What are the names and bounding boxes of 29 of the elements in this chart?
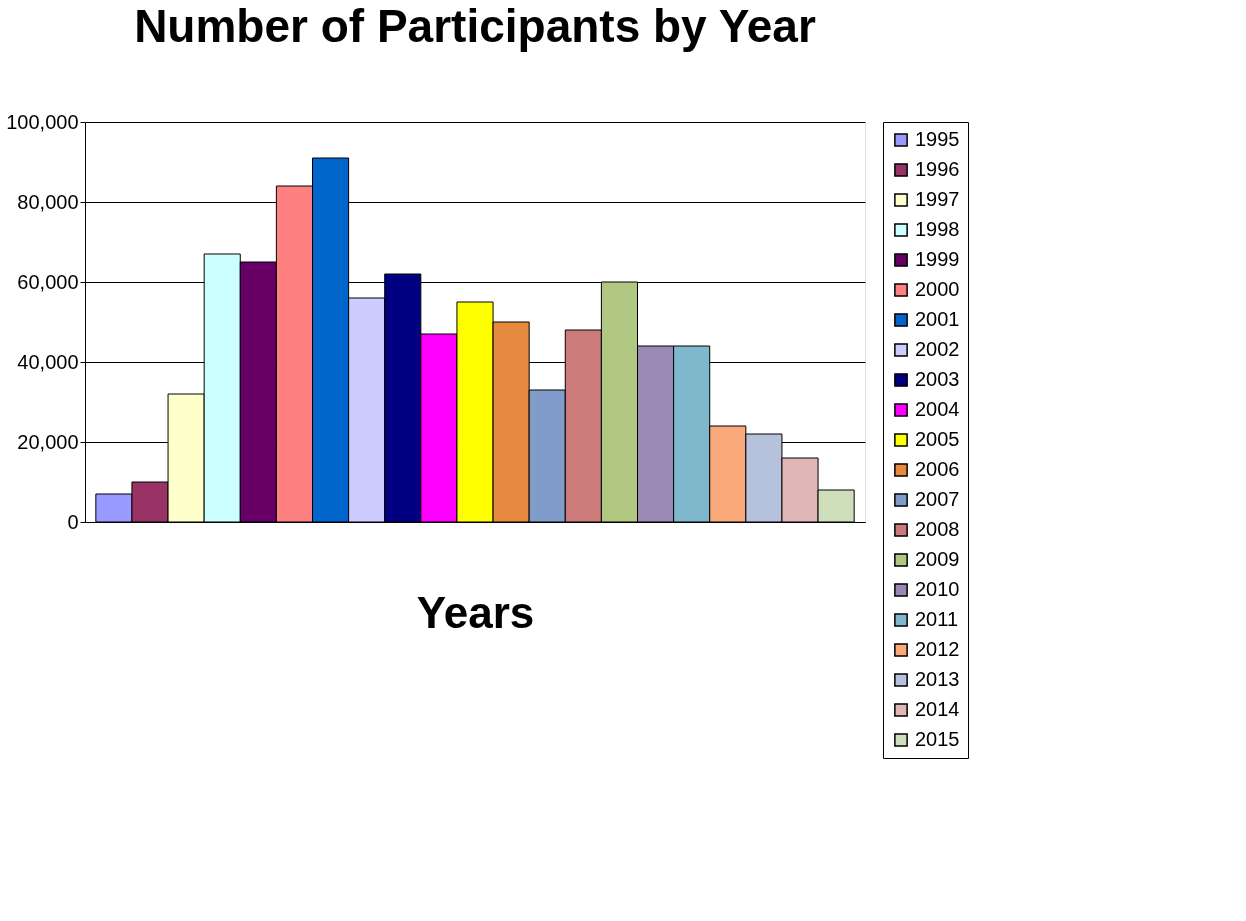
legend-label: 1997 <box>915 188 960 210</box>
legend-label: 2006 <box>915 458 960 480</box>
legend-label: 2015 <box>915 728 960 750</box>
legend-label: 2011 <box>915 608 959 630</box>
legend-label: 2010 <box>915 578 960 600</box>
legend-label: 2014 <box>915 698 960 720</box>
y-tick-label: 80,000 <box>17 190 79 213</box>
legend-label: 2009 <box>915 548 960 570</box>
y-tick-label: 0 <box>67 510 79 533</box>
legend-label: 2005 <box>915 428 960 450</box>
y-tick-label: 60,000 <box>17 270 79 293</box>
legend-label: 1998 <box>915 218 960 240</box>
legend-label: 1996 <box>915 158 960 180</box>
y-tick-label: 20,000 <box>17 430 79 453</box>
legend-label: 1999 <box>915 248 960 270</box>
y-tick-label: 40,000 <box>17 350 79 373</box>
legend-label: 2000 <box>915 278 960 300</box>
legend-label: 2008 <box>915 518 960 540</box>
legend-label: 1995 <box>915 128 960 150</box>
legend-label: 2001 <box>915 308 960 330</box>
legend-label: 2013 <box>915 668 960 690</box>
legend-label: 2003 <box>915 368 960 390</box>
x-axis-title: Years <box>416 587 535 637</box>
legend-label: 2007 <box>915 488 960 510</box>
legend-label: 2002 <box>915 338 960 360</box>
chart-title: Number of Participants by Year <box>134 0 816 52</box>
legend-label: 2012 <box>915 638 960 660</box>
legend-label: 2004 <box>915 398 960 420</box>
y-tick-label: 100,000 <box>6 110 79 133</box>
